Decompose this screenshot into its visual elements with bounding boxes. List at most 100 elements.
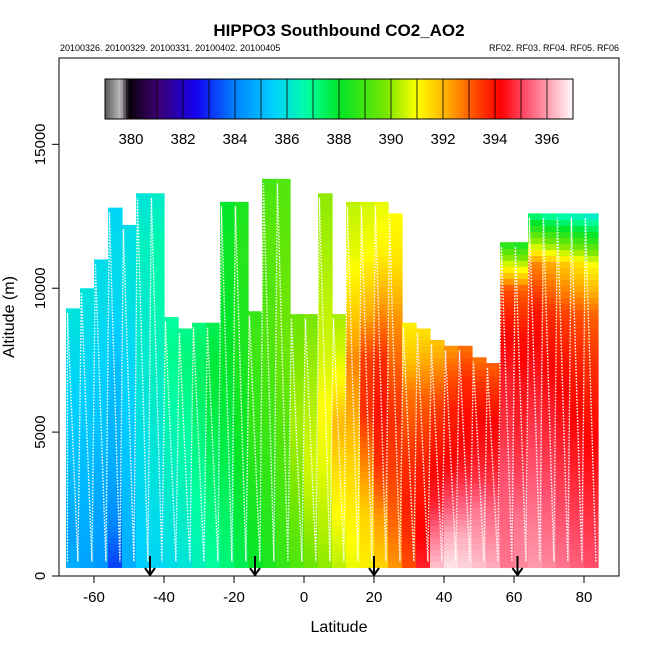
curtain-cell [332, 464, 347, 472]
curtain-cell [234, 255, 249, 263]
curtain-cell [262, 459, 277, 467]
curtain-cell [94, 525, 109, 532]
colorbar-swatch [128, 79, 132, 119]
curtain-cell [430, 441, 445, 449]
curtain-cell [346, 339, 361, 347]
curtain-cell [304, 410, 319, 418]
curtain-cell [542, 417, 557, 424]
curtain-cell [430, 417, 445, 425]
curtain-cell [318, 247, 333, 255]
curtain-cell [220, 489, 235, 497]
curtain-cell [304, 416, 319, 424]
curtain-cell [542, 351, 557, 358]
curtain-cell [514, 332, 529, 340]
curtain-cell [276, 280, 291, 288]
curtain-cell [500, 380, 515, 388]
curtain-cell [528, 225, 543, 232]
curtain-cell [416, 525, 431, 533]
curtain-cell [248, 364, 263, 372]
curtain-cell [164, 382, 179, 390]
curtain-cell [388, 543, 403, 550]
curtain-cell [528, 501, 543, 508]
curtain-cell [80, 466, 95, 473]
curtain-cell [290, 531, 305, 538]
colorbar-swatch [261, 79, 265, 119]
curtain-cell [276, 411, 291, 419]
curtain-cell [248, 323, 263, 330]
curtain-cell [290, 422, 305, 430]
curtain-cell [290, 446, 305, 454]
curtain-cell [276, 340, 291, 347]
colorbar-swatch [305, 79, 309, 119]
curtain-cell [318, 277, 333, 285]
curtain-cell [206, 388, 221, 395]
curtain-cell [472, 375, 487, 382]
curtain-cell [458, 483, 473, 491]
curtain-cell [500, 314, 515, 322]
curtain-cell [514, 338, 529, 346]
curtain-cell [136, 307, 151, 315]
curtain-cell [458, 393, 473, 401]
curtain-cell [346, 519, 361, 527]
curtain-cell [234, 459, 249, 467]
curtain-cell [556, 519, 571, 526]
curtain-cell [542, 513, 557, 520]
curtain-cell [262, 507, 277, 515]
curtain-cell [584, 249, 599, 256]
curtain-cell [150, 193, 165, 200]
curtain-cell [220, 537, 235, 544]
curtain-cell [346, 291, 361, 299]
curtain-cell [150, 476, 165, 484]
colorbar-swatch [123, 79, 127, 119]
arrow-head [368, 567, 380, 577]
x-tick-label: 0 [300, 589, 308, 606]
colorbar-swatch [344, 79, 348, 119]
colorbar-swatch [430, 79, 434, 119]
curtain-cell [360, 285, 375, 293]
curtain-cell [276, 501, 291, 509]
curtain-cell [248, 388, 263, 396]
curtain-cell [66, 392, 81, 400]
curtain-cell [430, 453, 445, 461]
curtain-cell [192, 388, 207, 395]
curtain-cell [416, 382, 431, 389]
curtain-cell [122, 284, 137, 292]
curtain-cell [332, 314, 347, 321]
curtain-cell [332, 531, 347, 538]
curtain-cell [234, 327, 249, 335]
curtain-cell [486, 447, 501, 454]
curtain-cell [556, 231, 571, 238]
curtain-cell [346, 465, 361, 473]
curtain-cell [220, 357, 235, 365]
curtain-cell [430, 423, 445, 431]
curtain-cell [444, 405, 459, 413]
curtain-cell [542, 249, 557, 256]
curtain-cell [360, 303, 375, 311]
curtain-cell [80, 454, 95, 462]
curtain-cell [374, 267, 389, 275]
curtain-cell [122, 381, 137, 388]
colorbar-swatch [151, 79, 155, 119]
curtain-cell [528, 213, 543, 220]
curtain-cell [206, 531, 221, 539]
colorbar-swatch [534, 79, 538, 119]
curtain-cell [528, 333, 543, 340]
curtain-cell [94, 488, 109, 496]
curtain-cell [318, 416, 333, 424]
curtain-cell [486, 543, 501, 550]
curtain-cell [500, 296, 515, 303]
curtain-cell [416, 394, 431, 401]
curtain-cell [374, 369, 389, 377]
curtain-cell [206, 370, 221, 378]
curtain-cell [276, 310, 291, 317]
curtain-cell [290, 513, 305, 520]
curtain-cell [108, 237, 123, 245]
curtain-cell [178, 418, 193, 425]
curtain-cell [66, 464, 81, 472]
curtain-cell [220, 501, 235, 509]
curtain-cell [500, 320, 515, 328]
curtain-cell [80, 300, 95, 307]
curtain-cell [206, 495, 221, 503]
curtain-cell [486, 513, 501, 520]
curtain-cell [388, 531, 403, 538]
